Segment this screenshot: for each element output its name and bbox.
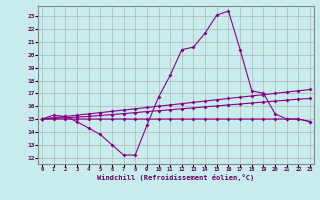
- X-axis label: Windchill (Refroidissement éolien,°C): Windchill (Refroidissement éolien,°C): [97, 174, 255, 181]
